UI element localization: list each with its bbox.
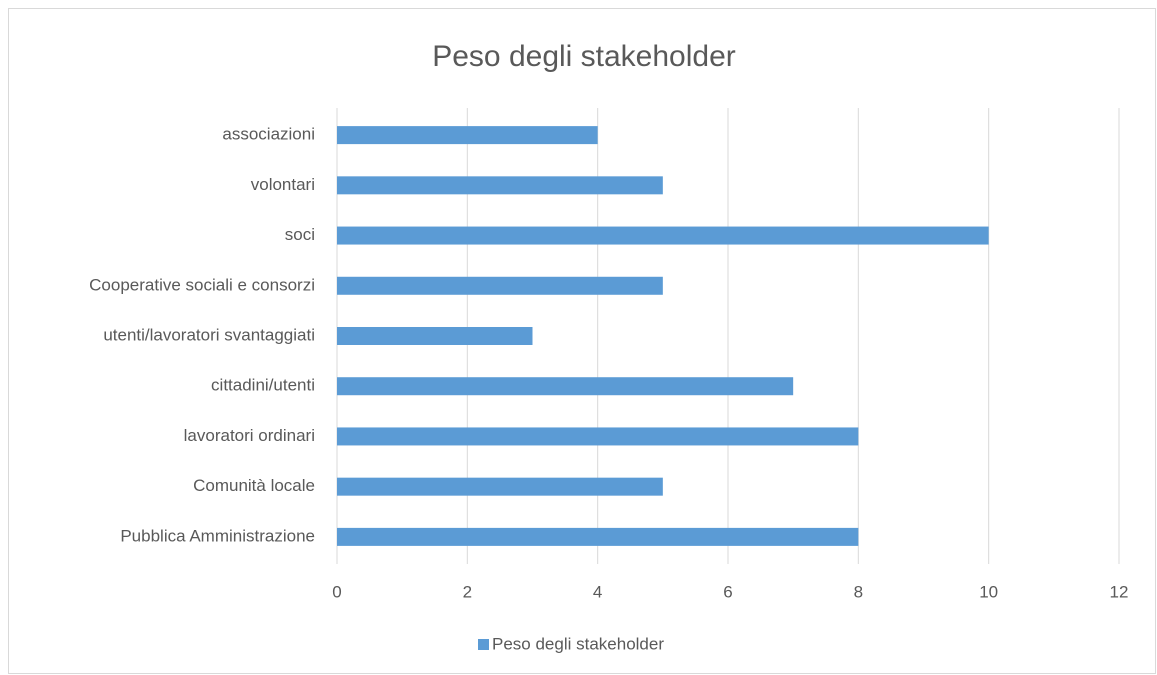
x-tick-label: 10 bbox=[979, 582, 998, 601]
x-tick-label: 4 bbox=[593, 582, 602, 601]
y-tick-label: cittadini/utenti bbox=[211, 376, 315, 395]
y-tick-label: Comunità locale bbox=[193, 476, 315, 495]
bar bbox=[337, 427, 859, 446]
x-tick-label: 6 bbox=[723, 582, 732, 601]
bar bbox=[337, 377, 794, 396]
bar bbox=[337, 327, 533, 345]
y-tick-label: Pubblica Amministrazione bbox=[120, 526, 315, 545]
x-tick-label: 8 bbox=[854, 582, 863, 601]
y-tick-label: lavoratori ordinari bbox=[184, 426, 315, 445]
y-tick-label: utenti/lavoratori svantaggiati bbox=[103, 325, 315, 344]
bar bbox=[337, 176, 663, 195]
x-tick-label: 2 bbox=[463, 582, 472, 601]
chart-title: Peso degli stakeholder bbox=[432, 40, 736, 73]
y-tick-label: associazioni bbox=[222, 125, 315, 144]
bar bbox=[337, 126, 598, 145]
bar bbox=[337, 477, 663, 496]
y-tick-label: soci bbox=[285, 225, 315, 244]
y-tick-label: Cooperative sociali e consorzi bbox=[89, 275, 315, 294]
bar bbox=[337, 226, 989, 245]
bar bbox=[337, 527, 859, 546]
x-tick-label: 12 bbox=[1110, 582, 1129, 601]
bar bbox=[337, 276, 663, 295]
x-tick-label: 0 bbox=[332, 582, 341, 601]
legend-swatch bbox=[478, 639, 489, 650]
chart-border bbox=[8, 8, 1156, 674]
y-tick-label: volontari bbox=[251, 175, 315, 194]
legend-label: Peso degli stakeholder bbox=[492, 634, 664, 653]
